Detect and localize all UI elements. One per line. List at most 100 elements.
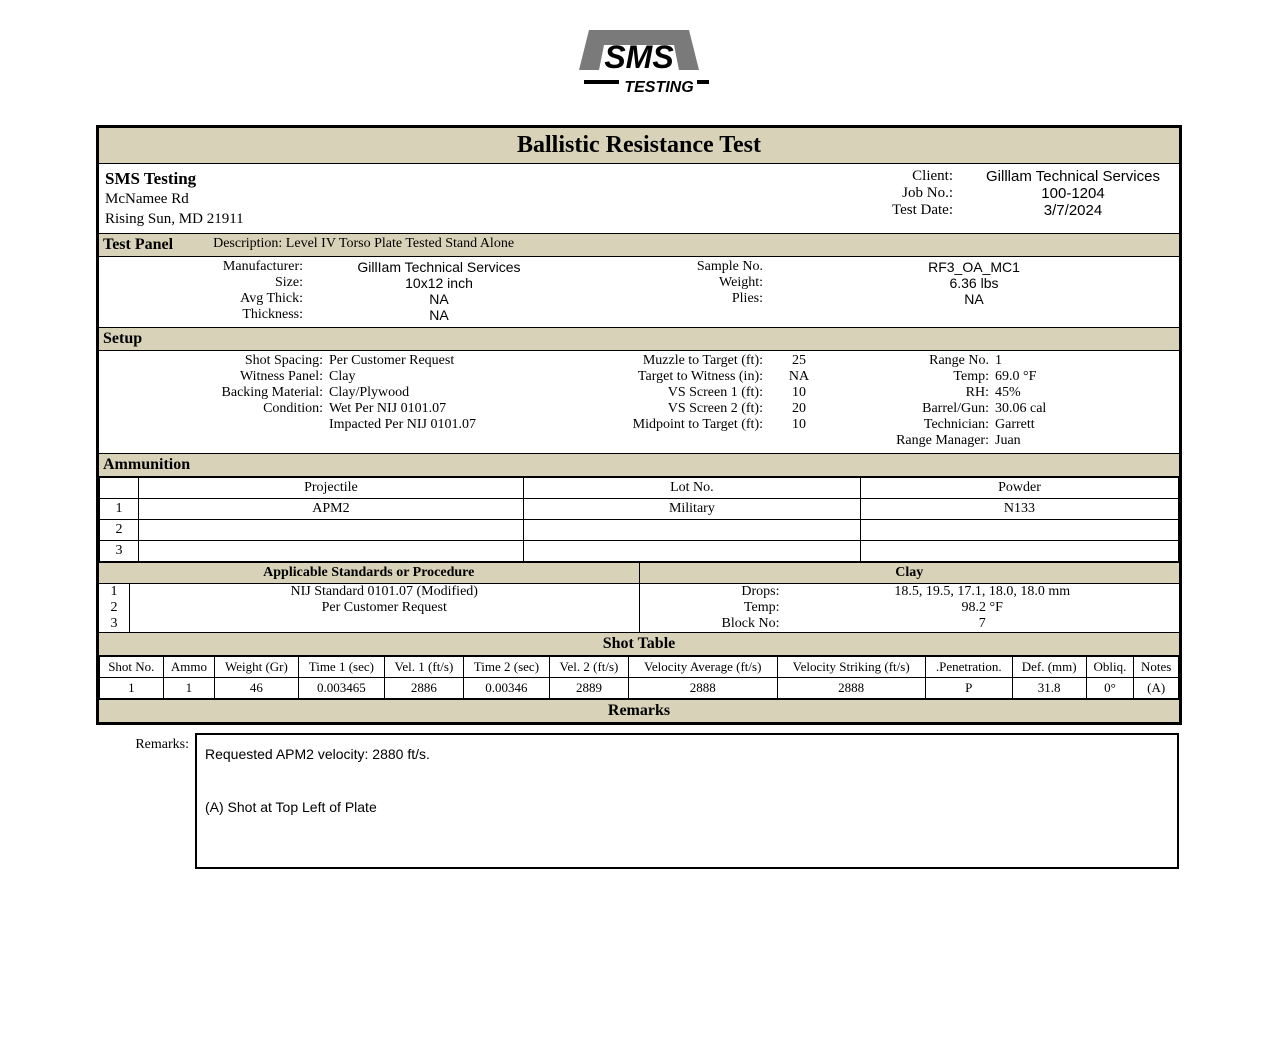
setup-value: 30.06 cal: [995, 401, 1046, 417]
report-title: Ballistic Resistance Test: [99, 128, 1179, 164]
setup-value: NA: [769, 369, 829, 385]
clay-value: 7: [786, 616, 1180, 632]
shot-col-header: Vel. 2 (ft/s): [550, 657, 629, 678]
shot-col-header: Def. (mm): [1012, 657, 1086, 678]
ammo-rowno: 2: [100, 520, 139, 541]
clay-value: 98.2 °F: [786, 600, 1180, 616]
company-name: SMS Testing: [105, 168, 244, 190]
setup-label: [99, 417, 329, 433]
tp-label: Sample No.: [569, 259, 769, 275]
client-value: Gilllam Technical Services: [973, 168, 1173, 185]
tp-value: GillIam Technical Services: [309, 259, 569, 275]
shot-col-header: Weight (Gr): [215, 657, 299, 678]
svg-text:SMS: SMS: [604, 39, 674, 75]
std-rowno: 3: [99, 616, 130, 632]
shot-cell: 2889: [550, 678, 629, 699]
setup-label: Target to Witness (in):: [629, 369, 769, 385]
company-logo: SMS TESTING: [20, 20, 1258, 115]
clay-value: 18.5, 19.5, 17.1, 18.0, 18.0 mm: [786, 584, 1180, 600]
ammo-projectile: APM2: [139, 499, 524, 520]
ammo-powder: N133: [860, 499, 1178, 520]
setup-label: [629, 433, 769, 449]
tp-value: 10x12 inch: [309, 275, 569, 291]
ammo-projectile: [139, 541, 524, 562]
setup-label: [99, 433, 329, 449]
shot-cell: P: [925, 678, 1012, 699]
std-rowno: 1: [99, 584, 130, 600]
setup-value: 45%: [995, 385, 1021, 401]
remarks-heading: Remarks: [99, 699, 1179, 722]
jobno-value: 100-1204: [973, 185, 1173, 202]
ammo-col-header: Projectile: [139, 478, 524, 499]
ammo-table: ProjectileLot No.Powder1APM2MilitaryN133…: [99, 477, 1179, 562]
header-block: SMS Testing McNamee Rd Rising Sun, MD 21…: [99, 164, 1179, 233]
ammo-projectile: [139, 520, 524, 541]
date-label: Test Date:: [892, 202, 953, 219]
shot-cell: 46: [215, 678, 299, 699]
shot-cell: 0.003465: [298, 678, 384, 699]
standards-body: 1NIJ Standard 0101.07 (Modified)2Per Cus…: [99, 584, 639, 632]
setup-label: Witness Panel:: [99, 369, 329, 385]
remarks-box: Requested APM2 velocity: 2880 ft/s. (A) …: [195, 733, 1179, 869]
ammo-powder: [860, 520, 1178, 541]
std-rowno: 2: [99, 600, 130, 616]
tp-label: Size:: [99, 275, 309, 291]
tp-label: Plies:: [569, 291, 769, 307]
shot-cell: 0.00346: [463, 678, 549, 699]
tp-label: Thickness:: [99, 307, 309, 323]
shot-col-header: Notes: [1134, 657, 1179, 678]
tp-value: RF3_OA_MC1: [769, 259, 1179, 275]
tp-value: NA: [769, 291, 1179, 307]
shot-cell: 2888: [777, 678, 925, 699]
standards-clay-row: Applicable Standards or Procedure 1NIJ S…: [99, 562, 1179, 632]
setup-value: Clay/Plywood: [329, 385, 629, 401]
company-addr1: McNamee Rd: [105, 190, 244, 210]
setup-value: 10: [769, 385, 829, 401]
setup-label: Muzzle to Target (ft):: [629, 353, 769, 369]
setup-value: Garrett: [995, 417, 1035, 433]
setup-label: VS Screen 1 (ft):: [629, 385, 769, 401]
remarks-line2: (A) Shot at Top Left of Plate: [205, 794, 1169, 821]
setup-value: Clay: [329, 369, 629, 385]
tp-desc-value: Level IV Torso Plate Tested Stand Alone: [286, 236, 514, 251]
setup-label: Technician:: [829, 417, 995, 433]
setup-label: Temp:: [829, 369, 995, 385]
setup-value: 25: [769, 353, 829, 369]
test-panel-heading: Test Panel Description: Level IV Torso P…: [99, 233, 1179, 257]
shot-col-header: Obliq.: [1086, 657, 1134, 678]
client-label: Client:: [892, 168, 953, 185]
ammo-col-header: Lot No.: [523, 478, 860, 499]
ammo-lot: [523, 520, 860, 541]
tp-label: Manufacturer:: [99, 259, 309, 275]
test-panel-grid: Manufacturer:GillIam Technical ServicesS…: [99, 257, 1179, 327]
jobno-label: Job No.:: [892, 185, 953, 202]
shot-col-header: Time 1 (sec): [298, 657, 384, 678]
clay-body: Drops:18.5, 19.5, 17.1, 18.0, 18.0 mmTem…: [640, 584, 1180, 632]
setup-label: Condition:: [99, 401, 329, 417]
remarks-section: Remarks: Requested APM2 velocity: 2880 f…: [99, 733, 1179, 869]
setup-value: 69.0 °F: [995, 369, 1036, 385]
shot-table: Shot No.AmmoWeight (Gr)Time 1 (sec)Vel. …: [99, 656, 1179, 699]
std-text: [130, 616, 639, 632]
shot-cell: 2888: [628, 678, 777, 699]
ammo-rowno: 3: [100, 541, 139, 562]
tp-label: Weight:: [569, 275, 769, 291]
setup-label: Range No.: [829, 353, 995, 369]
shot-cell: 1: [100, 678, 164, 699]
ammo-col-header: Powder: [860, 478, 1178, 499]
shot-col-header: Shot No.: [100, 657, 164, 678]
setup-grid: Shot Spacing:Per Customer RequestMuzzle …: [99, 351, 1179, 453]
shot-table-heading: Shot Table: [99, 632, 1179, 656]
setup-label: Range Manager:: [829, 433, 995, 449]
report-container: Ballistic Resistance Test SMS Testing Mc…: [96, 125, 1182, 725]
setup-value: 1: [995, 353, 1002, 369]
svg-text:TESTING: TESTING: [624, 79, 693, 96]
setup-label: Shot Spacing:: [99, 353, 329, 369]
shot-col-header: Time 2 (sec): [463, 657, 549, 678]
ammo-lot: Military: [523, 499, 860, 520]
tp-label: Avg Thick:: [99, 291, 309, 307]
clay-label: Drops:: [640, 584, 786, 600]
company-addr2: Rising Sun, MD 21911: [105, 210, 244, 230]
setup-label: VS Screen 2 (ft):: [629, 401, 769, 417]
clay-label: Block No:: [640, 616, 786, 632]
